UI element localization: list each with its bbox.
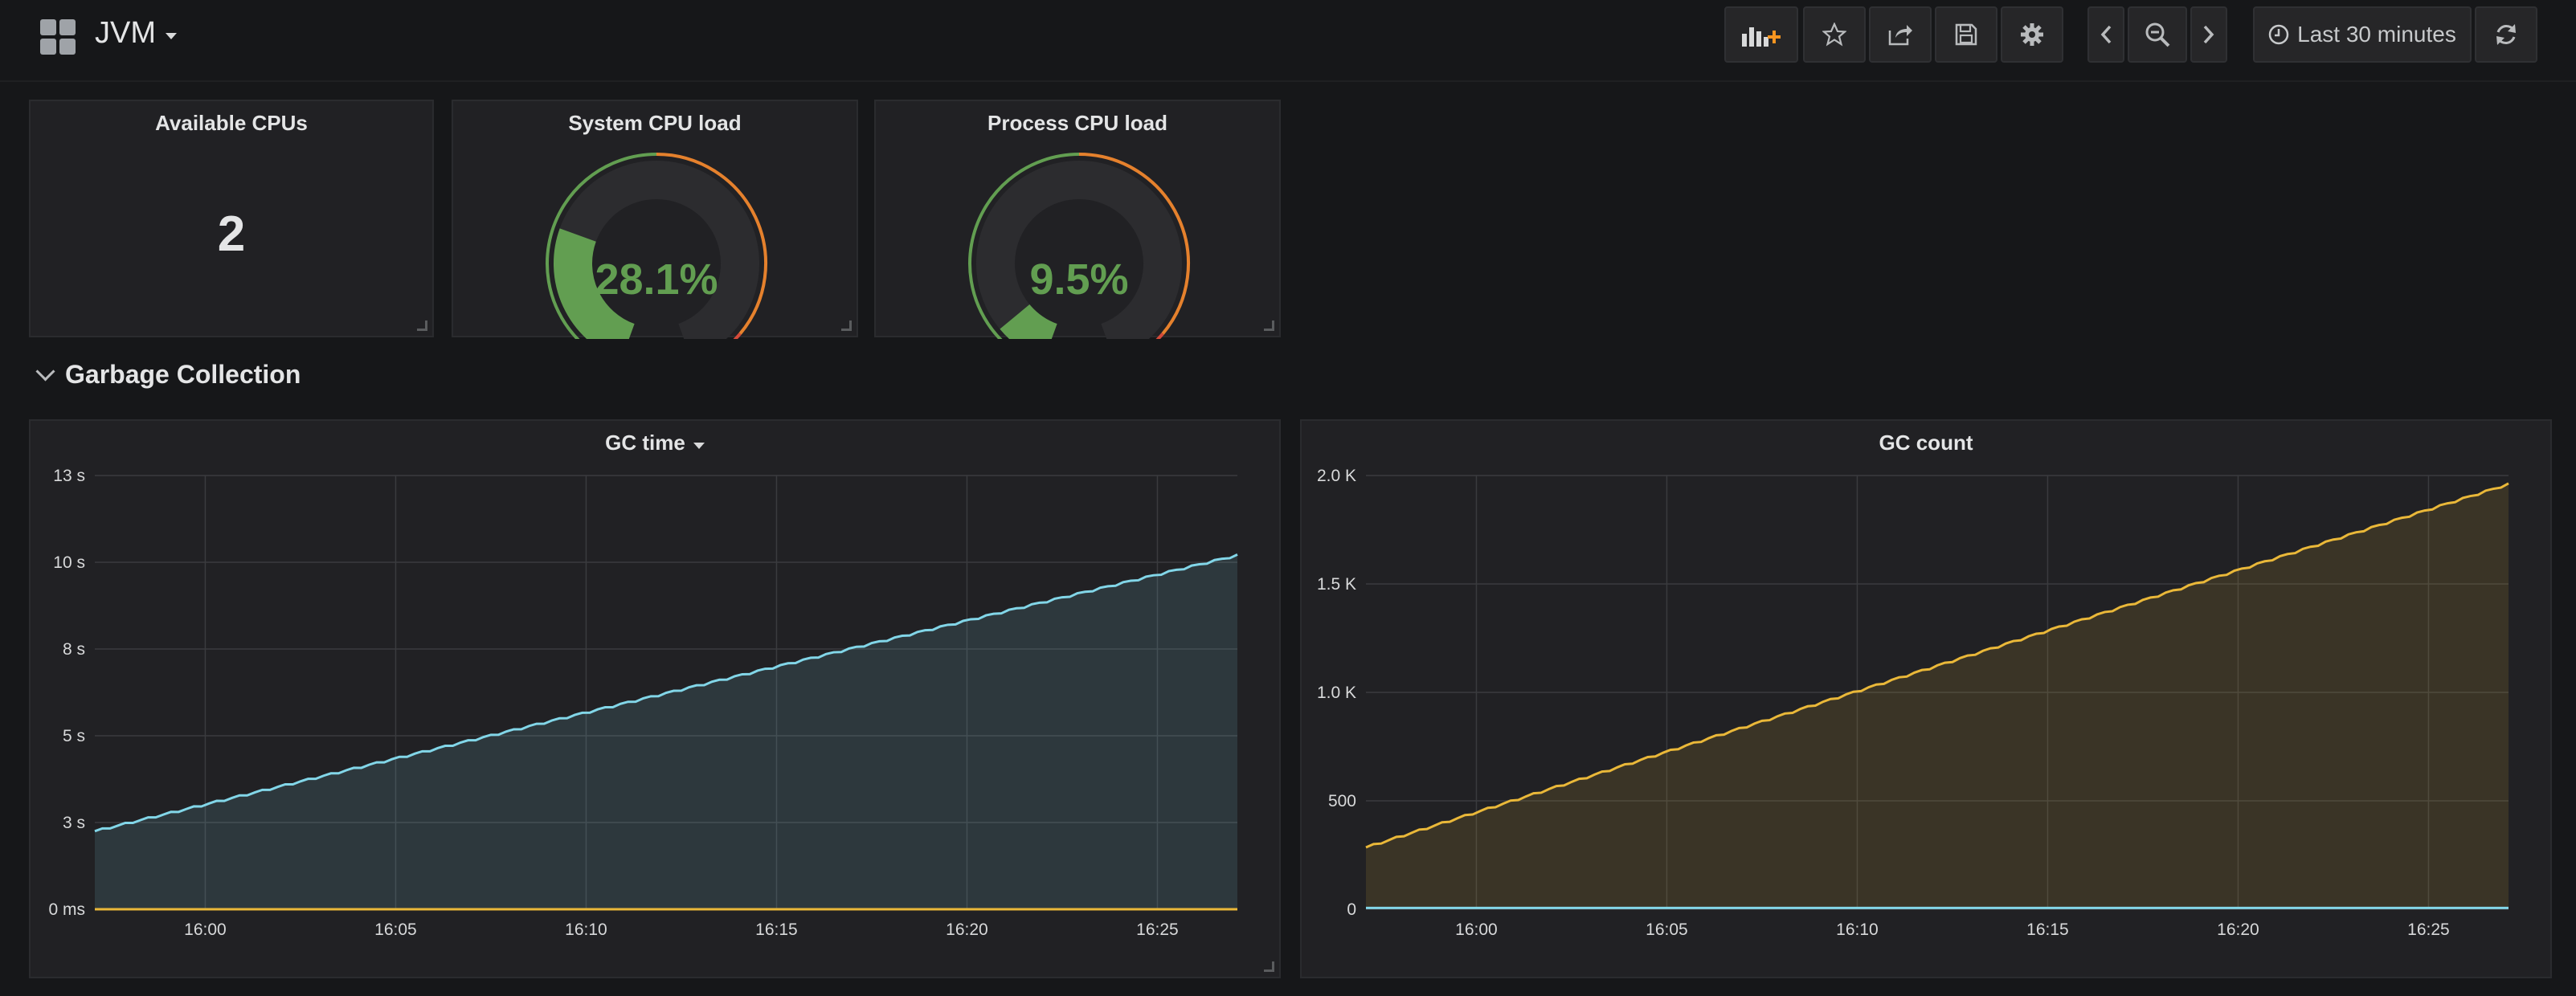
clock-icon (2268, 24, 2289, 45)
system-cpu-gauge: 28.1% (546, 153, 767, 339)
chevron-right-icon (2203, 25, 2214, 44)
series-area-0 (1366, 483, 2509, 909)
gc-time-chart[interactable]: 0 ms 3 s 5 s 8 s 10 s 13 s 16:00 16:05 16:10 16:1… (31, 421, 1282, 980)
gauge-track (976, 161, 1182, 339)
gauge-threshold-band-1 (1078, 153, 1190, 335)
x-tick-label: 16:15 (2026, 920, 2069, 939)
time-range-picker[interactable]: Last 30 minutes (2253, 6, 2472, 63)
panel-system-cpu-load[interactable]: System CPU load 28.1% (452, 100, 858, 339)
gear-icon (2021, 23, 2043, 46)
zoom-out-icon (2145, 22, 2170, 47)
panel-title-wrap[interactable]: GC count (1302, 431, 2550, 455)
gauge-value-arc (1000, 304, 1058, 339)
x-tick-label: 16:10 (1836, 920, 1879, 939)
add-panel-button[interactable] (1724, 6, 1798, 63)
y-tick-label: 0 ms (48, 900, 85, 919)
gauge-threshold-band-0 (546, 153, 657, 339)
resize-handle[interactable] (1264, 961, 1274, 972)
row-title: Garbage Collection (65, 360, 301, 389)
x-tick-label: 16:05 (374, 920, 417, 939)
y-tick-label: 10 s (53, 553, 85, 572)
x-tick-label: 16:25 (2407, 920, 2450, 939)
settings-button[interactable] (2001, 6, 2063, 63)
gc-count-chart[interactable]: 0 500 1.0 K 1.5 K 2.0 K 16:00 16:05 16:10 16:15 1… (1302, 421, 2554, 980)
star-icon (1822, 22, 1846, 47)
available-cpus-value: 2 (217, 206, 246, 262)
panel-title-dropdown[interactable]: GC time (31, 431, 1279, 455)
caret-down-icon (166, 32, 177, 39)
refresh-icon (2496, 24, 2516, 45)
resize-handle[interactable] (417, 320, 427, 331)
y-tick-label: 1.5 K (1317, 575, 1356, 594)
gauge-value-arc (554, 228, 636, 339)
zoom-out-button[interactable] (2128, 6, 2187, 63)
series-area-0 (95, 554, 1237, 909)
row-header-garbage-collection[interactable]: Garbage Collection (35, 360, 301, 390)
navbar-divider (0, 80, 2576, 82)
resize-handle[interactable] (1264, 320, 1274, 331)
y-tick-label: 2.0 K (1317, 467, 1356, 485)
y-tick-label: 500 (1328, 792, 1356, 810)
panel-title: GC time (605, 431, 685, 455)
panel-title[interactable]: Available CPUs (155, 111, 308, 135)
x-tick-label: 16:05 (1646, 920, 1688, 939)
refresh-button[interactable] (2475, 6, 2537, 63)
series-line-0 (94, 553, 1238, 833)
gauge-value-text: 28.1% (595, 255, 718, 304)
top-navbar: JVM (0, 0, 2576, 77)
process-cpu-gauge: 9.5% (968, 153, 1190, 339)
y-tick-label: 8 s (63, 640, 85, 659)
chevron-left-icon (2100, 25, 2112, 44)
gauge-value-text: 9.5% (1029, 255, 1128, 304)
chevron-down-icon (35, 361, 55, 382)
x-tick-label: 16:20 (946, 920, 988, 939)
y-tick-label: 1.0 K (1317, 684, 1356, 702)
x-tick-label: 16:25 (1136, 920, 1179, 939)
y-tick-label: 5 s (63, 727, 85, 745)
gauge-threshold-band-0 (968, 153, 1080, 339)
x-tick-label: 16:20 (2217, 920, 2259, 939)
share-icon (1888, 25, 1912, 46)
panel-available-cpus[interactable]: Available CPUs 2 (29, 100, 434, 337)
gauge-threshold-band-2 (733, 333, 742, 339)
add-panel-icon (1742, 27, 1781, 47)
dashboard-title-dropdown[interactable]: JVM (95, 16, 177, 51)
y-tick-label: 0 (1347, 900, 1356, 919)
x-tick-label: 16:00 (184, 920, 227, 939)
panel-title[interactable]: Process CPU load (987, 111, 1167, 135)
panel-gc-time[interactable]: GC time 0 ms 3 s 5 s 8 s 10 s 13 s 16:00 16:05 1… (29, 419, 1281, 978)
panel-gc-count[interactable]: GC count 0 500 1.0 K 1.5 K 2.0 K 16:00 16:05 16… (1300, 419, 2552, 978)
panel-title[interactable]: System CPU load (568, 111, 742, 135)
save-button[interactable] (1935, 6, 1997, 63)
dashboard-title: JVM (95, 16, 156, 50)
share-button[interactable] (1869, 6, 1932, 63)
star-button[interactable] (1803, 6, 1866, 63)
y-tick-label: 3 s (63, 814, 85, 832)
x-tick-label: 16:15 (755, 920, 798, 939)
gauge-threshold-band-1 (656, 153, 767, 335)
x-tick-label: 16:10 (565, 920, 607, 939)
time-shift-forward-button[interactable] (2190, 6, 2227, 63)
caret-down-icon (693, 442, 705, 449)
y-tick-label: 13 s (53, 467, 85, 485)
time-shift-back-button[interactable] (2087, 6, 2124, 63)
panel-process-cpu-load[interactable]: Process CPU load 9.5% (874, 100, 1281, 339)
series-line-0 (1365, 482, 2509, 849)
x-tick-label: 16:00 (1455, 920, 1498, 939)
save-icon (1955, 23, 1977, 46)
dashboards-grid-icon[interactable] (40, 19, 76, 55)
resize-handle[interactable] (841, 320, 852, 331)
time-range-label: Last 30 minutes (2297, 22, 2456, 47)
panel-title: GC count (1879, 431, 1973, 455)
gauge-threshold-band-2 (1155, 333, 1164, 339)
